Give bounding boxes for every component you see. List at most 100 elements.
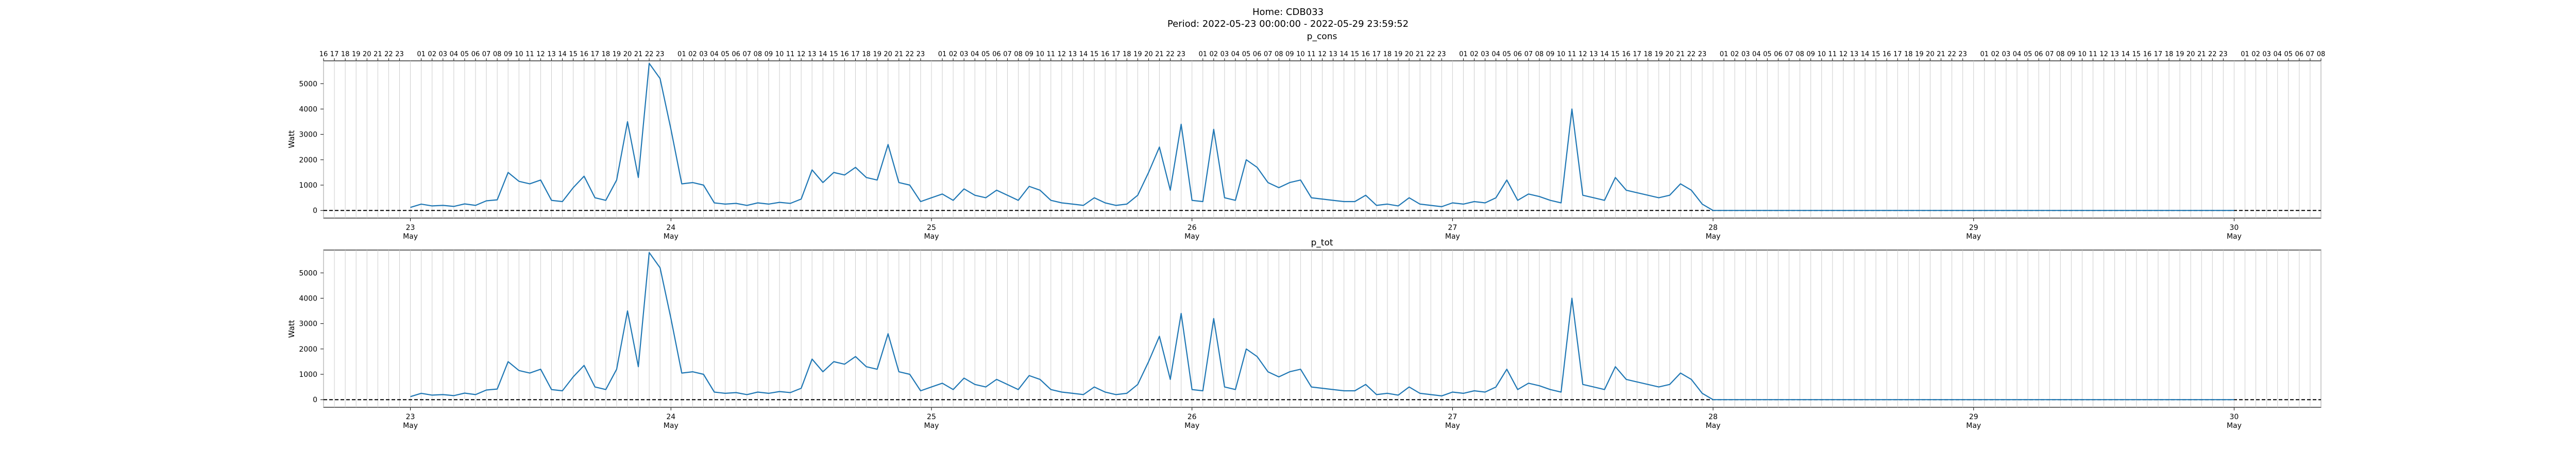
hour-tick-label: 06 [732, 51, 740, 58]
hour-tick-label: 07 [1524, 51, 1533, 58]
hour-tick-label: 08 [1795, 51, 1804, 58]
hour-tick-label: 11 [526, 51, 534, 58]
hour-tick-label: 22 [906, 51, 914, 58]
hour-tick-label: 02 [949, 51, 958, 58]
hour-tick-label: 08 [1014, 51, 1023, 58]
hour-tick-label: 07 [1264, 51, 1273, 58]
day-tick-label: 23 [406, 224, 415, 232]
hour-tick-label: 11 [2089, 51, 2097, 58]
hour-tick-label: 04 [2013, 51, 2022, 58]
hour-tick-label: 11 [1828, 51, 1837, 58]
hour-tick-label: 13 [1589, 51, 1598, 58]
hour-tick-label: 09 [1025, 51, 1033, 58]
day-tick-label: 27 [1448, 224, 1457, 232]
hour-tick-label: 14 [2121, 51, 2130, 58]
hour-tick-label: 18 [1643, 51, 1652, 58]
figure-title-block: Home: CDB033 Period: 2022-05-23 00:00:00… [0, 6, 2576, 30]
hour-tick-label: 05 [1242, 51, 1251, 58]
hour-tick-label: 21 [1676, 51, 1685, 58]
hour-tick-label: 20 [884, 51, 892, 58]
hour-tick-label: 11 [1046, 51, 1055, 58]
hour-tick-label: 02 [1991, 51, 2000, 58]
hour-tick-label: 08 [2056, 51, 2065, 58]
hour-tick-label: 20 [1665, 51, 1674, 58]
month-tick-label: May [924, 233, 939, 241]
hour-tick-label: 06 [1253, 51, 1262, 58]
hour-tick-label: 10 [1557, 51, 1566, 58]
hour-tick-label: 13 [1069, 51, 1077, 58]
hour-tick-label: 13 [1850, 51, 1859, 58]
hour-tick-label: 09 [504, 51, 513, 58]
figure-title: Home: CDB033 [1252, 7, 1324, 18]
hour-tick-label: 07 [1785, 51, 1793, 58]
hour-tick-label: 17 [2154, 51, 2163, 58]
hour-tick-label: 01 [1720, 51, 1728, 58]
hour-tick-label: 07 [482, 51, 491, 58]
hour-tick-label: 02 [688, 51, 697, 58]
panel-title: p_tot [1311, 238, 1333, 248]
hour-tick-label: 08 [1535, 51, 1544, 58]
day-tick-label: 29 [1969, 224, 1978, 232]
hour-tick-label: 21 [1416, 51, 1425, 58]
hour-tick-label: 19 [1133, 51, 1142, 58]
hour-tick-label: 06 [1513, 51, 1522, 58]
day-tick-label: 24 [666, 224, 675, 232]
hour-tick-label: 22 [1947, 51, 1956, 58]
hour-tick-label: 20 [1405, 51, 1414, 58]
hour-tick-label: 19 [2176, 51, 2184, 58]
hour-tick-label: 21 [1155, 51, 1164, 58]
hour-tick-label: 04 [710, 51, 719, 58]
hour-tick-label: 15 [1872, 51, 1880, 58]
y-tick-label: 0 [313, 396, 317, 404]
hour-tick-label: 19 [873, 51, 882, 58]
hour-tick-label: 04 [450, 51, 459, 58]
y-tick-label: 1000 [299, 181, 317, 190]
hour-tick-label: 01 [1198, 51, 1207, 58]
hour-tick-label: 03 [439, 51, 448, 58]
hour-tick-label: 04 [1752, 51, 1761, 58]
y-tick-label: 2000 [299, 156, 317, 164]
hour-tick-label: 03 [1741, 51, 1750, 58]
hour-tick-label: 22 [1427, 51, 1435, 58]
hour-tick-label: 10 [1817, 51, 1826, 58]
hour-tick-label: 12 [1318, 51, 1327, 58]
hour-tick-label: 04 [2273, 51, 2282, 58]
hour-tick-label: 13 [2110, 51, 2119, 58]
month-tick-label: May [1966, 233, 1981, 241]
hour-tick-label: 08 [1275, 51, 1283, 58]
hour-tick-label: 23 [1437, 51, 1446, 58]
y-tick-label: 1000 [299, 371, 317, 379]
hour-tick-label: 03 [2002, 51, 2011, 58]
hour-tick-label: 21 [374, 51, 382, 58]
series-line [410, 252, 2234, 401]
hour-tick-label: 03 [2262, 51, 2271, 58]
month-tick-label: May [2227, 422, 2242, 430]
month-tick-label: May [403, 422, 418, 430]
hour-tick-label: 14 [1340, 51, 1348, 58]
day-tick-label: 27 [1448, 413, 1457, 421]
hour-tick-label: 11 [786, 51, 795, 58]
month-tick-label: May [1706, 422, 1721, 430]
y-tick-label: 0 [313, 207, 317, 215]
hour-tick-label: 18 [862, 51, 871, 58]
day-tick-label: 28 [1708, 224, 1718, 232]
month-tick-label: May [403, 233, 418, 241]
hour-tick-label: 12 [797, 51, 806, 58]
hour-tick-label: 20 [363, 51, 371, 58]
month-tick-label: May [1184, 233, 1199, 241]
hour-tick-label: 23 [1698, 51, 1707, 58]
hour-tick-label: 01 [677, 51, 686, 58]
month-tick-label: May [1445, 422, 1460, 430]
hour-tick-label: 23 [2219, 51, 2228, 58]
hour-tick-label: 15 [1611, 51, 1620, 58]
hour-tick-label: 13 [808, 51, 817, 58]
hour-tick-label: 22 [2208, 51, 2217, 58]
hour-tick-label: 06 [471, 51, 480, 58]
hour-tick-label: 23 [917, 51, 925, 58]
hour-tick-label: 16 [580, 51, 588, 58]
hour-tick-label: 04 [1231, 51, 1240, 58]
hour-tick-label: 05 [981, 51, 990, 58]
hour-tick-label: 14 [1861, 51, 1870, 58]
day-tick-label: 25 [927, 224, 936, 232]
day-tick-label: 23 [406, 413, 415, 421]
